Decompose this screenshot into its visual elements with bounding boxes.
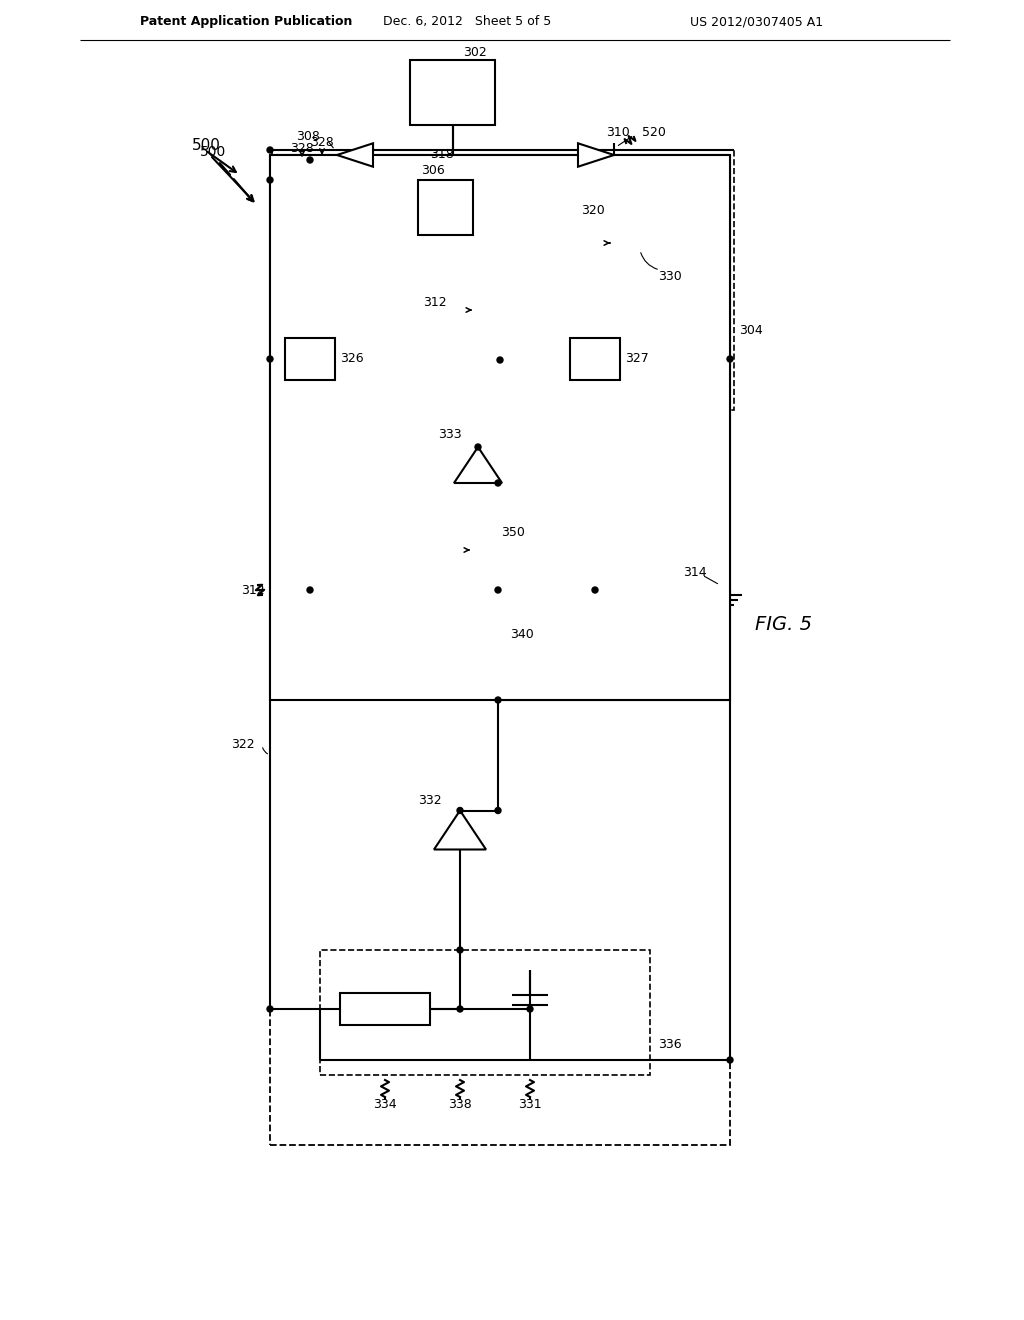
Circle shape bbox=[307, 587, 313, 593]
Text: 326: 326 bbox=[340, 352, 364, 366]
Bar bbox=[385, 385, 585, 585]
Text: 334: 334 bbox=[373, 1098, 397, 1111]
Text: 327: 327 bbox=[625, 352, 649, 366]
Text: 310: 310 bbox=[606, 127, 630, 140]
Text: Patent Application Publication: Patent Application Publication bbox=[140, 16, 352, 29]
Polygon shape bbox=[337, 144, 373, 166]
Bar bbox=[272, 150, 734, 411]
Text: 314: 314 bbox=[683, 565, 707, 578]
Bar bbox=[270, 590, 730, 1144]
Text: 312: 312 bbox=[423, 296, 446, 309]
Bar bbox=[410, 59, 495, 125]
Bar bbox=[285, 338, 335, 380]
Circle shape bbox=[457, 1006, 463, 1012]
Bar bbox=[418, 180, 473, 235]
Bar bbox=[570, 338, 620, 380]
Text: US 2012/0307405 A1: US 2012/0307405 A1 bbox=[690, 16, 823, 29]
Text: 340: 340 bbox=[510, 628, 534, 642]
Text: 500: 500 bbox=[193, 137, 221, 153]
Polygon shape bbox=[454, 447, 502, 483]
Circle shape bbox=[267, 356, 273, 362]
Circle shape bbox=[495, 697, 501, 704]
Bar bbox=[370, 590, 710, 690]
Text: 336: 336 bbox=[658, 1039, 682, 1052]
Text: 332: 332 bbox=[418, 793, 441, 807]
Bar bbox=[319, 950, 650, 1074]
Circle shape bbox=[267, 147, 273, 153]
Bar bbox=[270, 154, 730, 700]
Circle shape bbox=[495, 808, 501, 813]
Circle shape bbox=[527, 1006, 534, 1012]
Bar bbox=[272, 160, 447, 389]
Text: 318: 318 bbox=[430, 149, 455, 161]
Circle shape bbox=[495, 480, 501, 486]
Polygon shape bbox=[434, 810, 486, 850]
Circle shape bbox=[307, 157, 313, 162]
Circle shape bbox=[727, 1057, 733, 1063]
Text: 320: 320 bbox=[582, 203, 605, 216]
Text: 304: 304 bbox=[739, 323, 763, 337]
Circle shape bbox=[495, 587, 501, 593]
Text: 308: 308 bbox=[296, 131, 319, 144]
Circle shape bbox=[497, 356, 503, 363]
Bar bbox=[455, 160, 720, 389]
Text: 322: 322 bbox=[231, 738, 255, 751]
Text: 328: 328 bbox=[310, 136, 334, 149]
Text: 500: 500 bbox=[200, 145, 226, 158]
Text: Dec. 6, 2012   Sheet 5 of 5: Dec. 6, 2012 Sheet 5 of 5 bbox=[383, 16, 551, 29]
Text: 331: 331 bbox=[518, 1098, 542, 1111]
Polygon shape bbox=[578, 144, 614, 166]
Text: 330: 330 bbox=[658, 271, 682, 284]
Circle shape bbox=[475, 444, 481, 450]
Circle shape bbox=[457, 808, 463, 813]
Text: 338: 338 bbox=[449, 1098, 472, 1111]
Circle shape bbox=[592, 587, 598, 593]
Text: 328: 328 bbox=[290, 141, 314, 154]
Text: 302: 302 bbox=[463, 45, 486, 58]
Circle shape bbox=[267, 1006, 273, 1012]
Text: FIG. 5: FIG. 5 bbox=[755, 615, 812, 635]
Circle shape bbox=[457, 946, 463, 953]
Text: 520: 520 bbox=[642, 127, 666, 140]
Text: 312: 312 bbox=[242, 583, 265, 597]
Text: 306: 306 bbox=[421, 164, 444, 177]
Circle shape bbox=[267, 177, 273, 183]
Bar bbox=[340, 993, 430, 1026]
Text: 350: 350 bbox=[501, 525, 525, 539]
Text: 333: 333 bbox=[438, 429, 462, 441]
Circle shape bbox=[727, 356, 733, 362]
